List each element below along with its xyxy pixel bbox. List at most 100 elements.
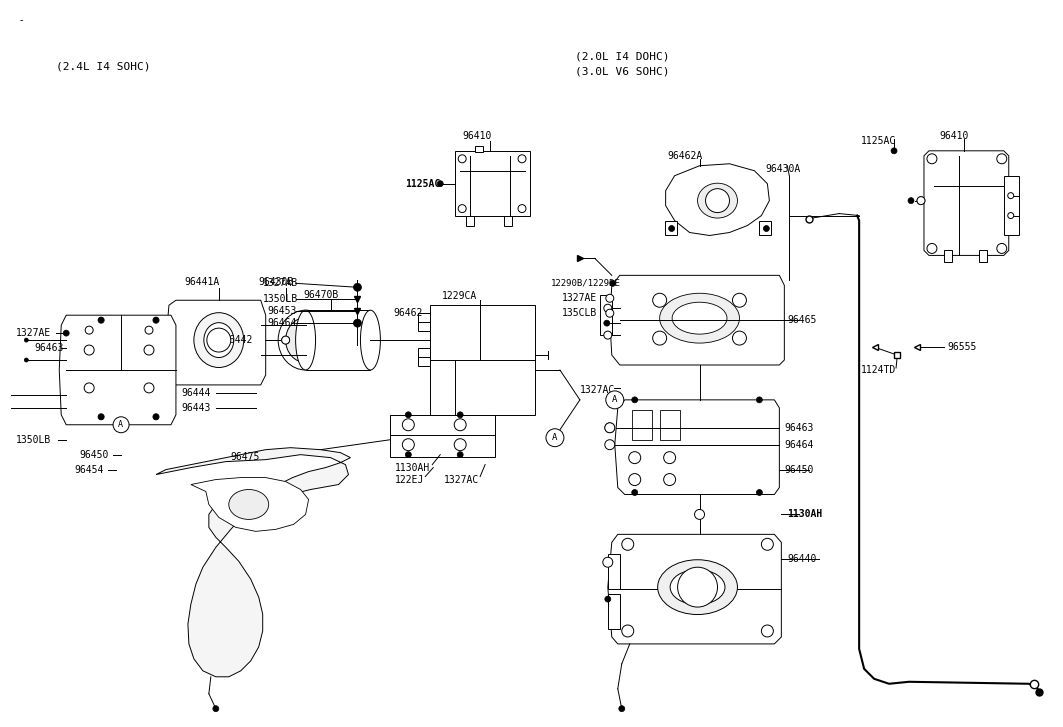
Ellipse shape: [229, 489, 269, 519]
Circle shape: [706, 189, 729, 212]
Text: 1327AC: 1327AC: [580, 385, 615, 395]
Circle shape: [282, 336, 289, 344]
Text: (3.0L V6 SOHC): (3.0L V6 SOHC): [575, 66, 670, 76]
Text: 96465: 96465: [788, 316, 816, 325]
Circle shape: [917, 196, 925, 204]
Text: 96450: 96450: [784, 465, 813, 475]
Circle shape: [1008, 193, 1014, 198]
Circle shape: [610, 281, 615, 286]
Text: 96462: 96462: [393, 308, 423, 318]
Circle shape: [405, 411, 411, 418]
Circle shape: [1008, 212, 1014, 219]
Circle shape: [546, 429, 563, 446]
Circle shape: [354, 319, 361, 327]
Circle shape: [24, 338, 29, 342]
Circle shape: [84, 383, 95, 393]
Circle shape: [153, 414, 159, 419]
Circle shape: [653, 331, 667, 345]
Circle shape: [153, 317, 159, 324]
Text: 1327AE: 1327AE: [16, 328, 52, 338]
Circle shape: [98, 317, 104, 324]
FancyBboxPatch shape: [475, 146, 483, 152]
FancyBboxPatch shape: [431, 305, 535, 415]
Ellipse shape: [286, 318, 325, 363]
Text: 96453: 96453: [268, 306, 297, 316]
Text: 1350LB: 1350LB: [16, 435, 52, 445]
Circle shape: [997, 154, 1007, 164]
Circle shape: [604, 304, 612, 312]
Circle shape: [454, 419, 467, 430]
Circle shape: [606, 391, 624, 409]
Polygon shape: [610, 276, 784, 365]
Text: 1130AH: 1130AH: [395, 462, 431, 473]
FancyBboxPatch shape: [455, 150, 530, 216]
Text: 96441A: 96441A: [184, 277, 219, 287]
Ellipse shape: [360, 310, 381, 370]
Text: 96464: 96464: [268, 318, 297, 328]
Circle shape: [908, 198, 914, 204]
Text: 96475: 96475: [231, 451, 260, 462]
Circle shape: [927, 244, 937, 254]
Text: (2.0L I4 DOHC): (2.0L I4 DOHC): [575, 51, 670, 61]
Circle shape: [437, 181, 443, 187]
Text: 1350LB: 1350LB: [263, 294, 298, 304]
Polygon shape: [665, 164, 770, 236]
Polygon shape: [924, 150, 1009, 255]
Polygon shape: [60, 316, 176, 425]
Polygon shape: [305, 310, 370, 370]
Circle shape: [454, 438, 467, 451]
Circle shape: [653, 293, 667, 308]
Circle shape: [113, 417, 129, 433]
Circle shape: [518, 204, 526, 212]
FancyBboxPatch shape: [660, 410, 679, 440]
Ellipse shape: [697, 183, 738, 218]
Circle shape: [606, 309, 613, 317]
FancyBboxPatch shape: [419, 313, 431, 331]
FancyBboxPatch shape: [1003, 176, 1018, 236]
Circle shape: [603, 558, 612, 567]
Text: 96470B: 96470B: [304, 290, 339, 300]
Circle shape: [663, 473, 676, 486]
Circle shape: [891, 148, 897, 154]
Text: (2.4L I4 SOHC): (2.4L I4 SOHC): [56, 61, 151, 71]
Text: 96430B: 96430B: [258, 277, 294, 287]
Circle shape: [458, 204, 467, 212]
Circle shape: [402, 419, 415, 430]
Text: 122EJ: 122EJ: [395, 475, 425, 485]
Circle shape: [457, 411, 463, 418]
Circle shape: [605, 596, 611, 602]
Text: 96410: 96410: [939, 131, 968, 141]
Ellipse shape: [279, 310, 333, 370]
Circle shape: [24, 358, 29, 362]
Text: 96443: 96443: [181, 403, 210, 413]
Ellipse shape: [296, 310, 316, 370]
Circle shape: [84, 345, 95, 355]
Circle shape: [605, 305, 611, 311]
Circle shape: [207, 328, 231, 352]
Text: 96555: 96555: [947, 342, 976, 352]
Polygon shape: [191, 478, 308, 531]
Circle shape: [997, 244, 1007, 254]
Circle shape: [694, 510, 705, 519]
Circle shape: [518, 155, 526, 163]
Text: 1125AC: 1125AC: [405, 179, 440, 189]
Ellipse shape: [204, 323, 234, 358]
Circle shape: [695, 510, 704, 518]
Circle shape: [761, 625, 774, 637]
Text: 1124TD: 1124TD: [861, 365, 896, 375]
Ellipse shape: [672, 302, 727, 334]
Circle shape: [732, 331, 746, 345]
Circle shape: [144, 345, 154, 355]
Circle shape: [622, 625, 634, 637]
Circle shape: [354, 284, 361, 292]
FancyBboxPatch shape: [608, 594, 620, 629]
Text: 96410: 96410: [462, 131, 491, 141]
FancyBboxPatch shape: [608, 554, 620, 589]
Text: 1130AH: 1130AH: [788, 510, 823, 519]
Polygon shape: [166, 300, 266, 385]
Ellipse shape: [658, 560, 738, 614]
Circle shape: [282, 336, 289, 344]
Circle shape: [631, 397, 638, 403]
Circle shape: [628, 473, 641, 486]
Text: 12290B/1229DE: 12290B/1229DE: [551, 279, 621, 288]
